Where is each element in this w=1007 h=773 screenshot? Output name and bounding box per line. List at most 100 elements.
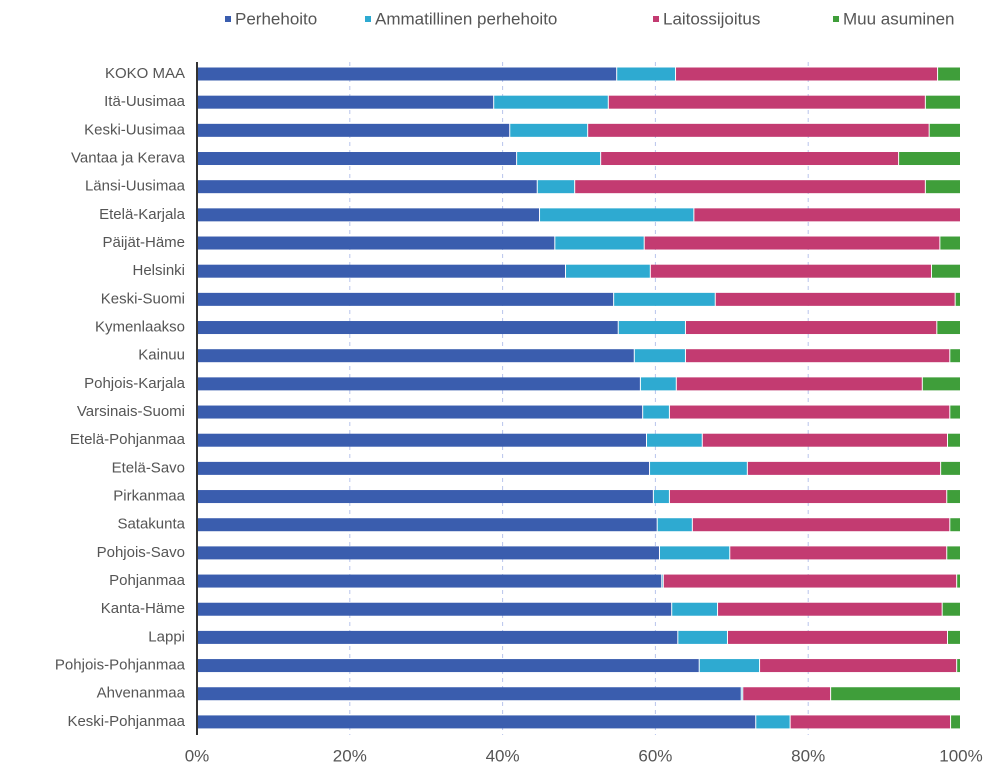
- bar-segment: [643, 405, 669, 419]
- bar-segment: [197, 377, 640, 391]
- bar-segment: [197, 574, 662, 588]
- bar-segment: [197, 349, 634, 363]
- bar-segment: [588, 123, 929, 137]
- bar-segment: [197, 95, 494, 109]
- category-label: Keski-Pohjanmaa: [67, 713, 185, 730]
- bar-segment: [955, 292, 960, 306]
- bar-segment: [197, 67, 617, 81]
- category-label: Vantaa ja Kerava: [71, 149, 186, 166]
- category-label: Etelä-Savo: [112, 459, 185, 476]
- category-label: Pohjois-Pohjanmaa: [55, 657, 186, 674]
- bar-segment: [510, 123, 588, 137]
- bar-segment: [197, 715, 756, 729]
- bar-segment: [662, 574, 663, 588]
- category-label: Päijät-Häme: [102, 234, 185, 251]
- bar-segment: [657, 518, 692, 532]
- bar-segment: [197, 659, 699, 673]
- category-label: Etelä-Karjala: [99, 206, 186, 223]
- bar-segment: [702, 433, 948, 447]
- category-label: Kainuu: [138, 347, 185, 364]
- bar-segment: [940, 236, 960, 250]
- legend-label: Ammatillinen perhehoito: [375, 9, 557, 28]
- bar-segment: [653, 490, 669, 504]
- bar-segment: [540, 208, 694, 222]
- bar-segment: [197, 687, 741, 701]
- bar-segment: [950, 405, 960, 419]
- bar-segment: [747, 461, 941, 475]
- bar-segment: [555, 236, 644, 250]
- x-tick-label: 80%: [791, 746, 825, 765]
- x-tick-label: 40%: [486, 746, 520, 765]
- bar-segment: [617, 67, 676, 81]
- bar-segment: [197, 292, 614, 306]
- legend-marker: [653, 16, 659, 22]
- bar-segment: [197, 546, 659, 560]
- bar-segment: [925, 180, 960, 194]
- x-tick-label: 100%: [939, 746, 982, 765]
- bar-segment: [957, 659, 960, 673]
- category-label: Etelä-Pohjanmaa: [70, 431, 186, 448]
- bar-segment: [494, 95, 608, 109]
- bar-segment: [676, 67, 938, 81]
- bar-segment: [566, 264, 650, 278]
- bar-segment: [947, 490, 960, 504]
- bar-segment: [929, 123, 960, 137]
- bar-segment: [937, 321, 960, 335]
- legend-label: Laitossijoitus: [663, 9, 760, 28]
- x-tick-label: 60%: [638, 746, 672, 765]
- x-tick-label: 0%: [185, 746, 210, 765]
- bar-segment: [601, 152, 899, 166]
- legend-label: Muu asuminen: [843, 9, 955, 28]
- bar-segment: [197, 321, 618, 335]
- bar-segment: [197, 405, 643, 419]
- bar-segment: [694, 208, 960, 222]
- bar-segment: [676, 377, 922, 391]
- bar-segment: [197, 490, 653, 504]
- bar-segment: [941, 461, 960, 475]
- category-label: Keski-Uusimaa: [84, 121, 186, 138]
- bar-segment: [197, 433, 646, 447]
- bar-segment: [634, 349, 685, 363]
- category-label: Pohjanmaa: [109, 572, 186, 589]
- bar-segment: [950, 349, 960, 363]
- category-label: Satakunta: [117, 516, 185, 533]
- bar-segment: [715, 292, 955, 306]
- category-label: Varsinais-Suomi: [77, 403, 185, 420]
- legend-label: Perhehoito: [235, 9, 317, 28]
- x-tick-label: 20%: [333, 746, 367, 765]
- bar-segment: [942, 602, 960, 616]
- category-label: Länsi-Uusimaa: [85, 178, 186, 195]
- bar-segment: [197, 180, 537, 194]
- bar-segment: [938, 67, 960, 81]
- bar-segment: [922, 377, 960, 391]
- bar-segment: [790, 715, 951, 729]
- bar-segment: [197, 518, 657, 532]
- bar-segment: [669, 405, 950, 419]
- bar-segment: [646, 433, 702, 447]
- bar-segment: [730, 546, 947, 560]
- bar-segment: [197, 630, 678, 644]
- bar-segment: [197, 602, 672, 616]
- category-label: Pirkanmaa: [113, 488, 185, 505]
- legend-marker: [225, 16, 231, 22]
- category-label: Keski-Suomi: [101, 290, 185, 307]
- category-label: Kymenlaakso: [95, 318, 185, 335]
- bar-segment: [517, 152, 601, 166]
- bar-segment: [718, 602, 942, 616]
- bar-segment: [931, 264, 960, 278]
- bar-segment: [957, 574, 960, 588]
- bar-segment: [197, 152, 517, 166]
- bar-segment: [672, 602, 718, 616]
- bar-segment: [644, 236, 940, 250]
- category-label: Ahvenanmaa: [97, 685, 186, 702]
- bar-segment: [197, 208, 540, 222]
- bar-segment: [640, 377, 676, 391]
- category-label: Itä-Uusimaa: [104, 93, 186, 110]
- bar-segment: [951, 715, 960, 729]
- bar-segment: [685, 321, 937, 335]
- legend-marker: [833, 16, 839, 22]
- bar-segment: [948, 433, 960, 447]
- bar-segment: [669, 490, 947, 504]
- bar-segment: [899, 152, 960, 166]
- bar-segment: [575, 180, 925, 194]
